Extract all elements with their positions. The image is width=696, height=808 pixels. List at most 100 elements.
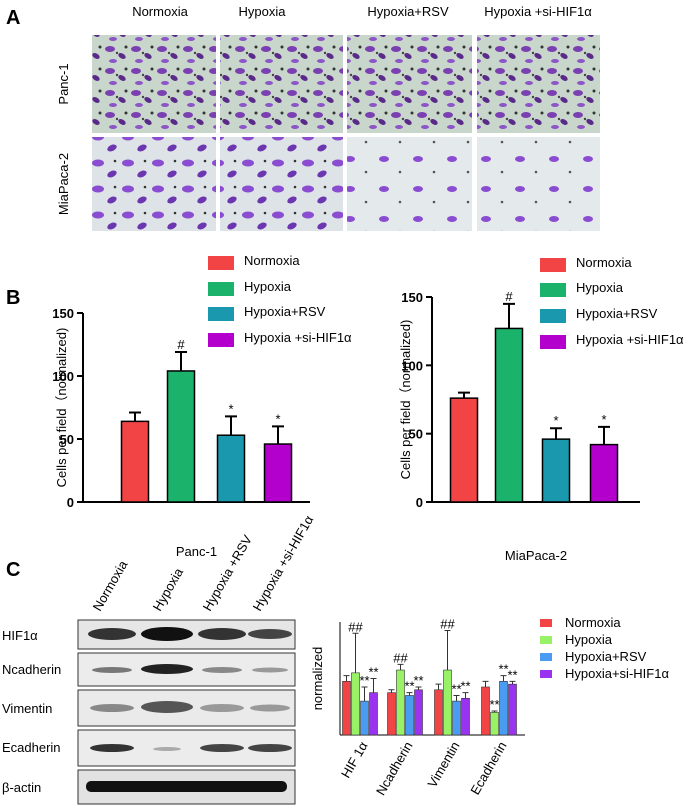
column-header: Hypoxia +si-HIF1α [484,4,592,19]
panel-letter: B [6,287,20,309]
legend-label: Hypoxia +si-HIF1α [576,332,684,347]
significance-mark: ** [507,667,517,682]
error-bar [435,683,442,690]
legend-label: Hypoxia+RSV [565,649,647,664]
bar [541,438,571,503]
error-bar [361,686,368,702]
significance-mark: ** [460,679,470,694]
bar [120,420,150,503]
x-axis-label: Panc-1 [176,544,217,559]
blot-row-label: Vimentin [2,701,52,716]
micrograph [220,137,343,231]
legend-swatch [540,309,566,323]
micrograph [92,35,216,133]
y-tick-label: 0 [416,495,423,510]
significance-mark: * [275,411,280,426]
legend-swatch [540,335,566,349]
y-axis-label: normalized [310,647,325,711]
x-axis-label: MiaPaca-2 [505,548,567,563]
micrograph [477,35,600,133]
legend-label: Hypoxia [565,632,613,647]
error-bar [503,302,515,329]
legend-label: Hypoxia+RSV [576,306,658,321]
error-bar [509,680,516,685]
bar [449,397,479,503]
panel-letter: A [6,7,20,29]
bar [481,686,490,736]
bar [387,692,396,736]
error-bar [462,692,469,699]
significance-mark: # [177,337,185,352]
column-header: Hypoxia+RSV [367,4,449,19]
legend-label: Normoxia [565,615,621,630]
legend-swatch [208,256,234,270]
x-tick-label: Vimentin [424,739,462,790]
legend-label: Hypoxia [576,280,624,295]
legend-label: Hypoxia [244,279,292,294]
bar [589,443,619,503]
bar [499,681,508,736]
micrograph [92,137,216,231]
error-bar [598,425,610,445]
legend-swatch [540,653,552,661]
bar [216,434,246,503]
significance-mark: * [228,401,233,416]
bar [396,669,405,736]
bar [443,669,452,736]
significance-mark: ** [498,662,508,677]
row-label: Panc-1 [56,63,71,104]
bar [452,700,461,736]
y-tick-label: 150 [401,290,423,305]
significance-mark: ** [413,673,423,688]
error-bar [453,694,460,702]
bar [494,327,524,503]
y-tick-label: 150 [52,306,74,321]
significance-mark: ## [393,650,408,665]
significance-mark: ## [348,619,363,634]
row-label: MiaPaca-2 [56,153,71,215]
x-tick-label: Ecadherin [467,739,509,797]
legend-label: Hypoxia+si-HIF1α [565,666,669,681]
legend-swatch [208,333,234,347]
x-tick-label: HIF 1α [338,739,371,781]
bar [490,712,499,736]
error-bar [444,629,451,671]
error-bar [388,689,395,693]
error-bar [370,678,377,693]
bar [369,692,378,736]
column-header: Hypoxia [239,4,287,19]
error-bar [500,675,507,682]
significance-mark: ** [451,681,461,696]
significance-mark: ** [489,697,499,712]
legend-swatch [540,636,552,644]
x-tick-label: Ncadherin [373,739,416,798]
error-bar [415,686,422,690]
legend-swatch [540,258,566,272]
error-bar [550,427,562,440]
micrograph [220,35,343,133]
legend-swatch [208,282,234,296]
micrograph [477,137,600,231]
lane-label: Hypoxia +si-HIF1α [250,512,317,613]
error-bar [406,692,413,696]
y-tick-label: 100 [401,358,423,373]
legend-swatch [540,283,566,297]
y-tick-label: 100 [52,369,74,384]
legend-label: Normoxia [576,255,632,270]
bar [508,683,517,736]
micrographs [92,35,600,231]
column-header: Normoxia [132,4,188,19]
significance-mark: ** [404,679,414,694]
error-bar [272,425,284,445]
y-tick-label: 50 [409,427,423,442]
bar [342,681,351,736]
error-bar [343,675,350,682]
blot-row-label: β-actin [2,780,41,795]
significance-mark: * [601,412,606,427]
y-tick-label: 0 [67,495,74,510]
y-tick-label: 50 [60,432,74,447]
significance-mark: * [553,413,558,428]
error-bar [225,415,237,436]
western-blot: Normoxia Hypoxia Hypoxia +RSV Hypoxia +s… [2,512,317,805]
bar [360,700,369,736]
